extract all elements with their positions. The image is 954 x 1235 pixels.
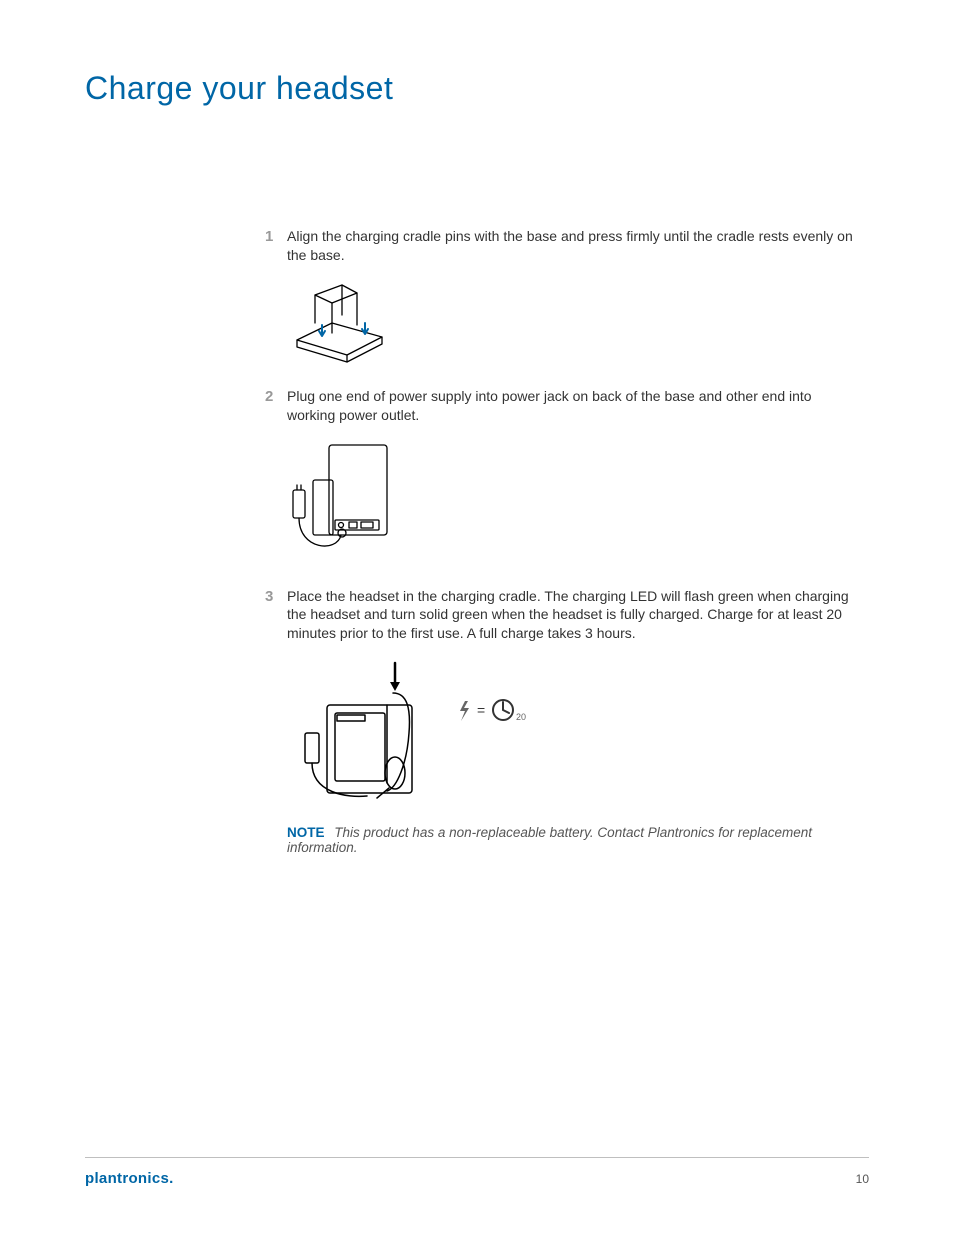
- step-body: Place the headset in the charging cradle…: [287, 587, 859, 808]
- page-title: Charge your headset: [85, 70, 869, 107]
- page-number: 10: [856, 1172, 869, 1186]
- note-text: This product has a non-replaceable batte…: [287, 825, 812, 855]
- step-number: 3: [265, 587, 287, 808]
- svg-text:=: =: [477, 702, 485, 718]
- steps-list: 1 Align the charging cradle pins with th…: [265, 227, 859, 807]
- note-label: NOTE: [287, 825, 325, 840]
- brand-logo: plantronics.: [85, 1170, 174, 1187]
- page-footer: plantronics. 10: [85, 1157, 869, 1187]
- timer-minutes: 20: [516, 712, 526, 722]
- step-item: 1 Align the charging cradle pins with th…: [265, 227, 859, 369]
- step-number: 2: [265, 387, 287, 569]
- step-text: Plug one end of power supply into power …: [287, 387, 859, 425]
- note-row: NOTE This product has a non-replaceable …: [287, 825, 859, 855]
- step-item: 3 Place the headset in the charging crad…: [265, 587, 859, 808]
- illustration-cradle: [287, 275, 859, 365]
- step-body: Plug one end of power supply into power …: [287, 387, 859, 569]
- step-number: 1: [265, 227, 287, 369]
- step-body: Align the charging cradle pins with the …: [287, 227, 859, 369]
- step-item: 2 Plug one end of power supply into powe…: [265, 387, 859, 569]
- step-text: Align the charging cradle pins with the …: [287, 227, 859, 265]
- illustration-power: [287, 435, 859, 565]
- page-container: Charge your headset 1 Align the charging…: [0, 0, 954, 1235]
- illustration-charge: = 20: [287, 653, 859, 803]
- step-text: Place the headset in the charging cradle…: [287, 587, 859, 644]
